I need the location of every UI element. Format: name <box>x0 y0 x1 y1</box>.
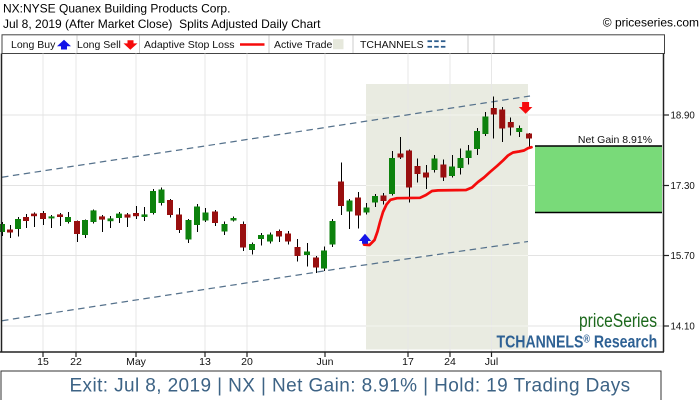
svg-text:15: 15 <box>37 356 49 368</box>
svg-text:Adaptive Stop Loss: Adaptive Stop Loss <box>144 39 234 51</box>
svg-text:24: 24 <box>444 356 456 368</box>
svg-text:Jul 8, 2019 (After Market Clos: Jul 8, 2019 (After Market Close) Splits … <box>3 17 321 31</box>
svg-text:TCHANNELS: TCHANNELS <box>360 39 424 51</box>
svg-text:Net Gain 8.91%: Net Gain 8.91% <box>578 134 652 146</box>
svg-text:22: 22 <box>70 356 82 368</box>
svg-text:Long Sell: Long Sell <box>77 39 121 51</box>
svg-text:17.30: 17.30 <box>671 181 696 192</box>
svg-text:18.90: 18.90 <box>671 110 696 121</box>
svg-text:TCHANNELS® Research: TCHANNELS® Research <box>497 333 658 352</box>
svg-text:Active Trade: Active Trade <box>274 39 333 51</box>
svg-text:priceSeries: priceSeries <box>579 310 657 332</box>
svg-text:15.70: 15.70 <box>671 251 696 262</box>
svg-text:20: 20 <box>241 356 253 368</box>
svg-text:Exit: Jul 8, 2019 | NX | Net G: Exit: Jul 8, 2019 | NX | Net Gain: 8.91%… <box>69 375 630 396</box>
svg-text:14.10: 14.10 <box>671 321 696 332</box>
svg-text:13: 13 <box>199 356 211 368</box>
svg-text:17: 17 <box>402 356 414 368</box>
svg-text:May: May <box>126 356 147 368</box>
svg-text:NX:NYSE Quanex Building Produc: NX:NYSE Quanex Building Products Corp. <box>3 2 230 16</box>
svg-text:Jul: Jul <box>485 356 498 368</box>
svg-text:Jun: Jun <box>317 356 334 368</box>
svg-text:© priceseries.com: © priceseries.com <box>603 16 699 30</box>
svg-text:Long Buy: Long Buy <box>11 39 56 51</box>
